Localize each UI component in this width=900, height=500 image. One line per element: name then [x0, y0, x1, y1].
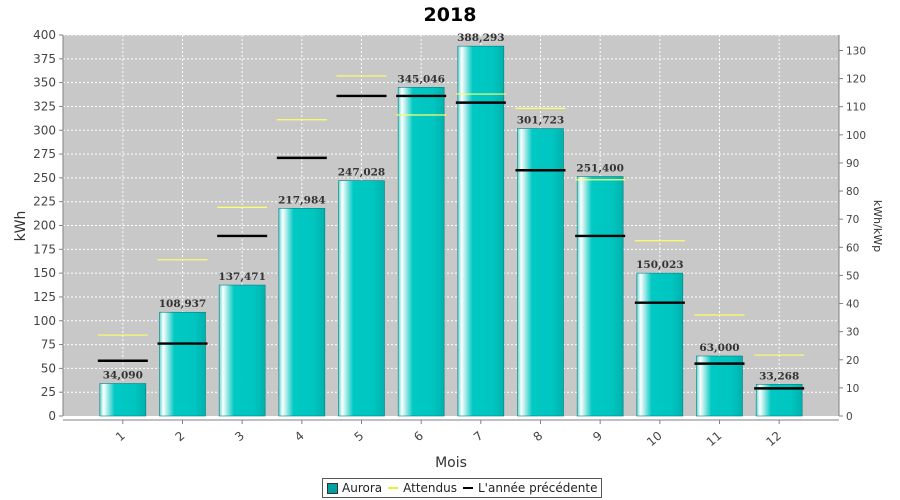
bar-value-label: 251,400 — [576, 163, 624, 175]
legend-item-aurora: Aurora — [327, 481, 382, 495]
y2-tick-label: 10 — [846, 383, 859, 395]
y-tick-label: 100 — [33, 314, 56, 328]
bar — [576, 176, 624, 417]
bar-value-label: 301,723 — [517, 115, 565, 127]
bar — [218, 284, 266, 417]
y2-tick-label: 80 — [846, 186, 859, 198]
bar-value-label: 150,023 — [636, 259, 684, 271]
bar — [457, 45, 505, 417]
y-tick-label: 25 — [41, 385, 56, 399]
y-axis-label: kWh — [13, 211, 29, 242]
y2-tick-label: 110 — [846, 102, 866, 114]
legend-label-annee-precedente: L'année précédente — [478, 481, 598, 495]
bar — [517, 128, 564, 417]
bar — [338, 180, 385, 417]
bar-value-label: 137,471 — [218, 271, 266, 283]
y2-tick-label: 70 — [846, 214, 859, 226]
bar — [278, 208, 326, 417]
bar-value-label: 388,293 — [457, 32, 505, 44]
bar — [397, 87, 445, 417]
legend-label-aurora: Aurora — [342, 481, 383, 495]
x-tick-label: 1 — [113, 429, 128, 445]
data-labels: 34,090 108,937 137,471 217,984 247,028 345,04… — [103, 32, 800, 382]
axes: 0255075100125150175200225250275300325350… — [33, 28, 866, 449]
x-tick-label: 10 — [644, 429, 665, 450]
bar-value-label: 108,937 — [159, 298, 207, 310]
legend-item-annee-precedente: L'année précédente — [463, 481, 597, 495]
bar-value-label: 63,000 — [699, 342, 739, 354]
y2-tick-label: 30 — [846, 327, 859, 339]
y-tick-label: 200 — [33, 219, 56, 233]
y-tick-label: 375 — [33, 52, 56, 66]
bar — [696, 355, 743, 417]
y-tick-label: 225 — [33, 195, 56, 209]
bar — [159, 311, 206, 417]
y-tick-label: 150 — [33, 266, 56, 280]
bar — [99, 383, 147, 417]
y-tick-label: 300 — [33, 123, 56, 137]
bar-value-label: 247,028 — [338, 167, 386, 179]
y2-tick-label: 40 — [846, 299, 859, 311]
y2-tick-label: 90 — [846, 158, 859, 170]
x-tick-label: 4 — [292, 429, 307, 445]
y2-tick-label: 60 — [846, 242, 859, 254]
y-tick-label: 50 — [41, 361, 56, 375]
y-tick-label: 0 — [48, 409, 56, 423]
y-tick-label: 350 — [33, 76, 56, 90]
y-tick-label: 325 — [33, 99, 56, 113]
bar — [636, 272, 684, 417]
x-tick-label: 5 — [352, 429, 367, 445]
legend-item-attendus: Attendus — [388, 481, 457, 495]
legend: Aurora Attendus L'année précédente — [322, 478, 603, 498]
bars — [99, 45, 803, 417]
y2-tick-label: 100 — [846, 130, 866, 142]
bar-value-label: 33,268 — [759, 370, 799, 382]
y2-axis-label: kWh/kWp — [871, 200, 884, 252]
legend-swatch-attendus — [388, 487, 399, 489]
chart-title: 2018 — [423, 4, 477, 26]
bar-value-label: 217,984 — [278, 194, 326, 206]
y2-tick-label: 50 — [846, 270, 859, 282]
y2-tick-label: 120 — [846, 74, 866, 86]
y2-tick-label: 0 — [846, 411, 853, 423]
bar — [755, 384, 803, 417]
markers — [97, 75, 805, 390]
y2-tick-label: 20 — [846, 355, 859, 367]
x-tick-label: 3 — [232, 429, 247, 445]
x-tick-label: 7 — [471, 429, 486, 445]
y-tick-label: 400 — [33, 28, 56, 42]
legend-label-attendus: Attendus — [403, 481, 457, 495]
x-tick-label: 11 — [704, 429, 725, 450]
x-axis-label: Mois — [435, 455, 467, 471]
legend-swatch-aurora — [327, 482, 338, 494]
y-tick-label: 75 — [41, 338, 56, 352]
bar-value-label: 34,090 — [103, 370, 143, 382]
y2-tick-label: 130 — [846, 45, 866, 57]
x-tick-label: 2 — [173, 429, 188, 445]
y-tick-label: 175 — [33, 242, 56, 256]
legend-swatch-annee-precedente — [463, 487, 473, 489]
bar-value-label: 345,046 — [397, 73, 445, 85]
y-tick-label: 125 — [33, 290, 56, 304]
y-tick-label: 250 — [33, 171, 56, 185]
x-tick-label: 8 — [531, 429, 546, 445]
x-tick-label: 12 — [763, 429, 784, 450]
y-tick-label: 275 — [33, 147, 56, 161]
x-tick-label: 9 — [590, 429, 605, 445]
x-tick-label: 6 — [411, 429, 426, 445]
